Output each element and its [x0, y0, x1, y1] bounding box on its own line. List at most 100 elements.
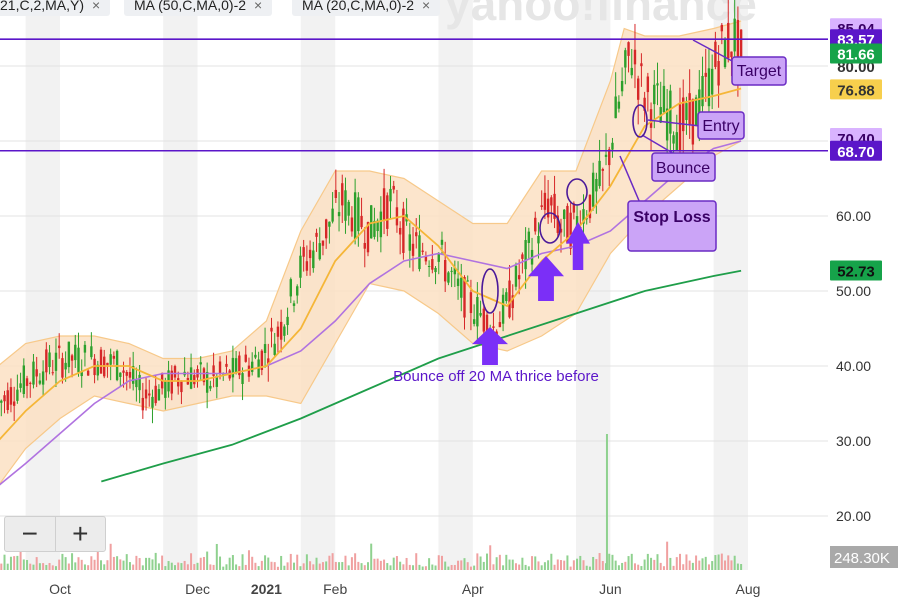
- volume-bar: [35, 557, 38, 570]
- volume-bar: [592, 556, 595, 570]
- volume-bar: [621, 562, 624, 570]
- indicator-chip-label: MA (50,C,MA,0)-2: [134, 0, 247, 13]
- candle-body: [170, 370, 173, 394]
- volume-bar: [408, 564, 411, 570]
- x-tick-label: 2021: [251, 581, 282, 597]
- indicator-chip-ma20[interactable]: MA (20,C,MA,0)-2 ×: [292, 0, 441, 16]
- candle-body: [643, 97, 646, 111]
- volume-bar: [6, 563, 9, 570]
- volume-bar: [389, 565, 392, 570]
- indicator-chip-ma50[interactable]: MA (50,C,MA,0)-2 ×: [124, 0, 273, 16]
- candle-body: [646, 76, 650, 93]
- volume-bar: [601, 561, 604, 570]
- price-tag-box: [830, 79, 882, 100]
- candle-body: [649, 109, 653, 128]
- close-icon[interactable]: ×: [92, 0, 101, 13]
- volume-bar: [26, 559, 29, 570]
- volume-bar: [666, 541, 669, 570]
- callout-entry: Entry: [647, 111, 745, 140]
- volume-bar: [29, 563, 32, 570]
- volume-bar: [363, 565, 366, 570]
- volume-bar: [701, 558, 704, 570]
- volume-bar: [286, 562, 289, 570]
- candle-body: [398, 227, 402, 235]
- candle-body: [511, 295, 514, 309]
- volume-bar: [196, 562, 199, 570]
- volume-bar: [154, 552, 157, 570]
- callout-text: Target: [737, 63, 782, 80]
- volume-bar: [167, 561, 170, 570]
- volume-bar: [209, 564, 212, 570]
- candle-body: [730, 51, 733, 58]
- volume-bar: [366, 562, 369, 570]
- candle-body: [25, 378, 29, 386]
- candle-body: [353, 192, 357, 239]
- candle-body: [408, 234, 412, 251]
- bollinger-band-fill: [0, 21, 742, 484]
- volume-bar: [58, 559, 61, 570]
- candle-body: [312, 250, 315, 269]
- volume-bar: [350, 557, 353, 570]
- close-icon[interactable]: ×: [254, 0, 263, 13]
- volume-bar: [32, 564, 35, 570]
- candle-body: [57, 345, 61, 349]
- volume-bar: [13, 556, 16, 570]
- candle-body: [315, 232, 318, 237]
- volume-bar: [64, 557, 67, 570]
- volume-bar: [524, 564, 527, 570]
- ma200-line: [101, 269, 742, 483]
- candle-body: [476, 296, 479, 327]
- volume-bar: [135, 555, 138, 570]
- candle-body: [279, 321, 283, 340]
- bounce-circle-marker: [481, 268, 499, 314]
- candle-body: [296, 286, 299, 296]
- candle-body: [537, 236, 540, 244]
- volume-bar: [447, 566, 450, 570]
- close-icon[interactable]: ×: [422, 0, 431, 13]
- volume-bar: [717, 554, 720, 570]
- candle-body: [337, 212, 341, 217]
- callout-text: Stop Loss: [633, 209, 710, 226]
- ma20-line: [0, 87, 742, 441]
- candle-body: [665, 108, 669, 141]
- price-tag-text: 68.70: [837, 144, 875, 161]
- volume-bar: [212, 564, 215, 570]
- indicator-chip-bollinger[interactable]: 21,C,2,MA,Y) ×: [0, 0, 111, 16]
- volume-bar: [173, 565, 176, 570]
- candle-body: [466, 280, 469, 282]
- volume-bar: [675, 557, 678, 570]
- candle-body: [238, 355, 241, 376]
- candle-body: [273, 343, 276, 355]
- volume-bar: [550, 553, 553, 570]
- callout-box: [731, 56, 787, 86]
- volume-bar: [264, 555, 267, 570]
- volume-bar: [360, 563, 363, 570]
- candle-body: [556, 215, 559, 233]
- volume-bar: [170, 562, 173, 570]
- volume-bar: [405, 557, 408, 570]
- volume-bar: [611, 554, 614, 570]
- volume-bar: [202, 556, 205, 570]
- candle-body: [517, 275, 521, 280]
- volume-bar: [42, 563, 45, 570]
- volume-bar: [614, 560, 617, 570]
- volume-bar: [67, 563, 70, 570]
- candle-body: [6, 390, 9, 411]
- volume-bar: [563, 560, 566, 570]
- up-arrow-marker: [528, 256, 564, 301]
- volume-bar: [383, 559, 386, 570]
- candle-body: [723, 40, 727, 68]
- volume-bar: [727, 555, 730, 570]
- candle-body: [341, 183, 344, 206]
- candle-body: [431, 259, 434, 270]
- volume-bar: [132, 564, 135, 570]
- candle-body: [212, 365, 215, 376]
- volume-bar: [83, 564, 86, 570]
- volume-bar: [128, 562, 131, 570]
- zoom-out-button[interactable]: −: [21, 518, 38, 549]
- volume-bar: [312, 564, 315, 570]
- volume-bar: [344, 555, 347, 570]
- volume-bar: [531, 556, 534, 570]
- zoom-in-button[interactable]: +: [54, 517, 106, 551]
